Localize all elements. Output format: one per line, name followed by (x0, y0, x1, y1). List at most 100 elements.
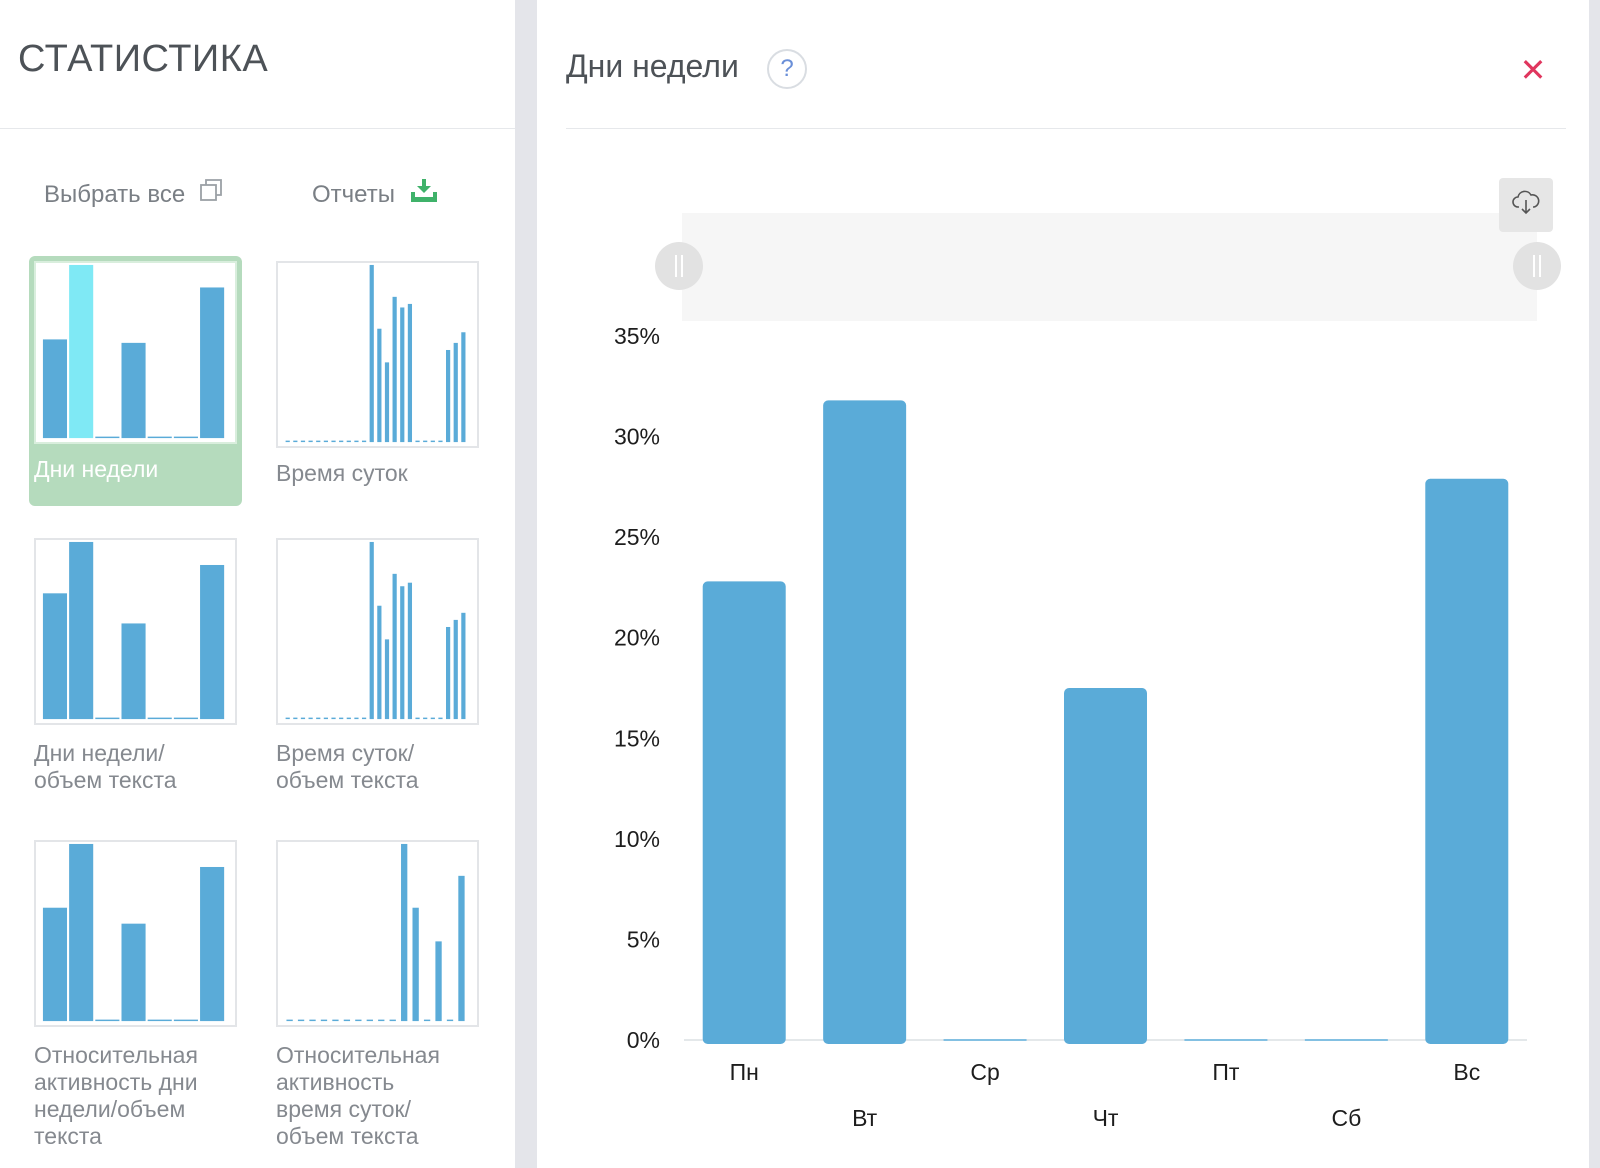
thumb-bar (461, 332, 466, 443)
thumb-label: Дни недели (34, 456, 159, 482)
thumb-label: Дни недели/ объем текста (34, 740, 177, 793)
thumb-bar (446, 1019, 454, 1022)
bar-Вт[interactable] (823, 400, 907, 1044)
thumb-bar (331, 717, 336, 720)
thumb-bar (400, 586, 405, 720)
range-handle-right[interactable] (1513, 242, 1561, 290)
thumb-bar (438, 440, 443, 443)
thumb-bar (147, 436, 172, 439)
thumb-days-of-week[interactable]: Дни недели (29, 256, 242, 506)
thumb-bar (438, 717, 443, 720)
thumb-bar (320, 1019, 328, 1022)
thumb-bar (384, 362, 390, 443)
thumb-bar (430, 440, 435, 443)
chart-download-button[interactable] (1499, 178, 1553, 232)
thumb-days-text-volume[interactable]: Дни недели/ объем текста (29, 530, 242, 800)
thumb-chart (276, 538, 479, 725)
thumb-bar (286, 1019, 293, 1022)
bar-Вс[interactable] (1425, 478, 1509, 1045)
thumb-bar (361, 440, 367, 443)
thumb-bar (300, 717, 306, 720)
y-tick-label: 25% (614, 524, 660, 550)
thumb-bar (339, 440, 344, 443)
bar[interactable] (823, 400, 907, 1044)
thumb-bar (42, 593, 68, 720)
thumb-label: Относительная активность дни недели/объе… (34, 1042, 198, 1149)
thumb-bar (323, 440, 328, 443)
question-icon[interactable]: ? (767, 49, 807, 89)
bar[interactable] (1064, 688, 1147, 1044)
thumb-bar (293, 717, 298, 720)
chart-panel: Дни недели ? ✕ 0% 5% 10% 15% 20% 25% 30% 35% Пн В… (537, 0, 1589, 1168)
thumb-bar (355, 1019, 362, 1022)
thumb-bar (430, 717, 435, 720)
thumb-time-text-volume[interactable]: Время суток/ объем текста (271, 530, 484, 800)
thumb-bar (412, 907, 419, 1022)
thumb-bar (95, 436, 120, 439)
bar[interactable] (1425, 478, 1509, 1045)
thumb-bar (297, 1019, 305, 1022)
thumb-bar (121, 623, 146, 720)
thumb-bar (446, 349, 451, 443)
thumb-bar (377, 605, 382, 720)
select-all-button[interactable]: Выбрать все (44, 178, 225, 211)
thumb-bar (377, 328, 382, 443)
thumb-bar (308, 440, 313, 443)
x-tick-label: Ср (970, 1059, 999, 1085)
thumb-bar (435, 941, 442, 1022)
thumb-bar (366, 1019, 373, 1022)
sidebar-title: СТАТИСТИКА (18, 38, 269, 80)
thumb-relative-time[interactable]: Относительная активность время суток/ об… (271, 832, 484, 1162)
thumb-bar (384, 639, 390, 720)
select-all-label: Выбрать все (44, 180, 186, 208)
y-tick-label: 0% (627, 1027, 660, 1053)
panel-divider (566, 128, 1566, 129)
thumb-bar (369, 541, 374, 720)
range-handle-left[interactable] (655, 242, 703, 290)
thumb-bar (95, 717, 120, 720)
thumb-relative-days[interactable]: Относительная активность дни недели/объе… (29, 832, 242, 1162)
bar-Чт[interactable] (1064, 688, 1147, 1044)
thumb-bar (309, 1019, 316, 1022)
thumb-bar (339, 717, 344, 720)
thumb-bar (42, 907, 68, 1022)
thumb-bar (332, 1019, 339, 1022)
thumb-bar (323, 717, 328, 720)
x-tick-label: Сб (1331, 1105, 1361, 1131)
close-icon[interactable]: ✕ (1519, 52, 1547, 88)
thumb-bar (354, 440, 359, 443)
reports-button[interactable]: Отчеты (312, 178, 439, 211)
thumb-bar (121, 923, 146, 1022)
thumb-bar (200, 564, 225, 720)
reports-label: Отчеты (312, 180, 395, 208)
y-tick-label: 20% (614, 625, 660, 651)
x-tick-label: Пн (730, 1059, 759, 1085)
thumb-bar (42, 339, 68, 439)
thumb-bar (453, 619, 458, 720)
thumb-bar (400, 307, 405, 443)
thumb-bar (392, 573, 397, 720)
thumb-bar (354, 717, 359, 720)
main-bar-chart: 0% 5% 10% 15% 20% 25% 30% 35% Пн Вт Ср Чт Пт Сб Вс (614, 323, 1527, 1131)
x-tick-label: Вс (1453, 1059, 1480, 1085)
thumb-bar (200, 287, 225, 439)
thumb-bar (401, 843, 408, 1022)
thumb-time-of-day[interactable]: Время суток (271, 256, 484, 506)
thumb-bar (343, 1019, 351, 1022)
thumb-chart (34, 261, 237, 444)
bar[interactable] (702, 581, 786, 1044)
thumb-bar (346, 440, 351, 443)
thumb-bar (200, 866, 225, 1022)
y-tick-label: 5% (627, 926, 660, 952)
thumb-chart (34, 538, 237, 725)
thumb-bar (392, 296, 397, 443)
thumb-bar (173, 717, 198, 720)
thumb-bar (378, 1019, 385, 1022)
copy-icon (199, 178, 225, 211)
range-selector-track[interactable] (682, 213, 1537, 321)
bar-Пн[interactable] (702, 581, 786, 1044)
thumb-bar (121, 342, 146, 439)
thumb-bar (95, 1019, 120, 1022)
thumb-bar (407, 582, 413, 720)
thumb-label: Относительная активность время суток/ об… (276, 1042, 440, 1149)
